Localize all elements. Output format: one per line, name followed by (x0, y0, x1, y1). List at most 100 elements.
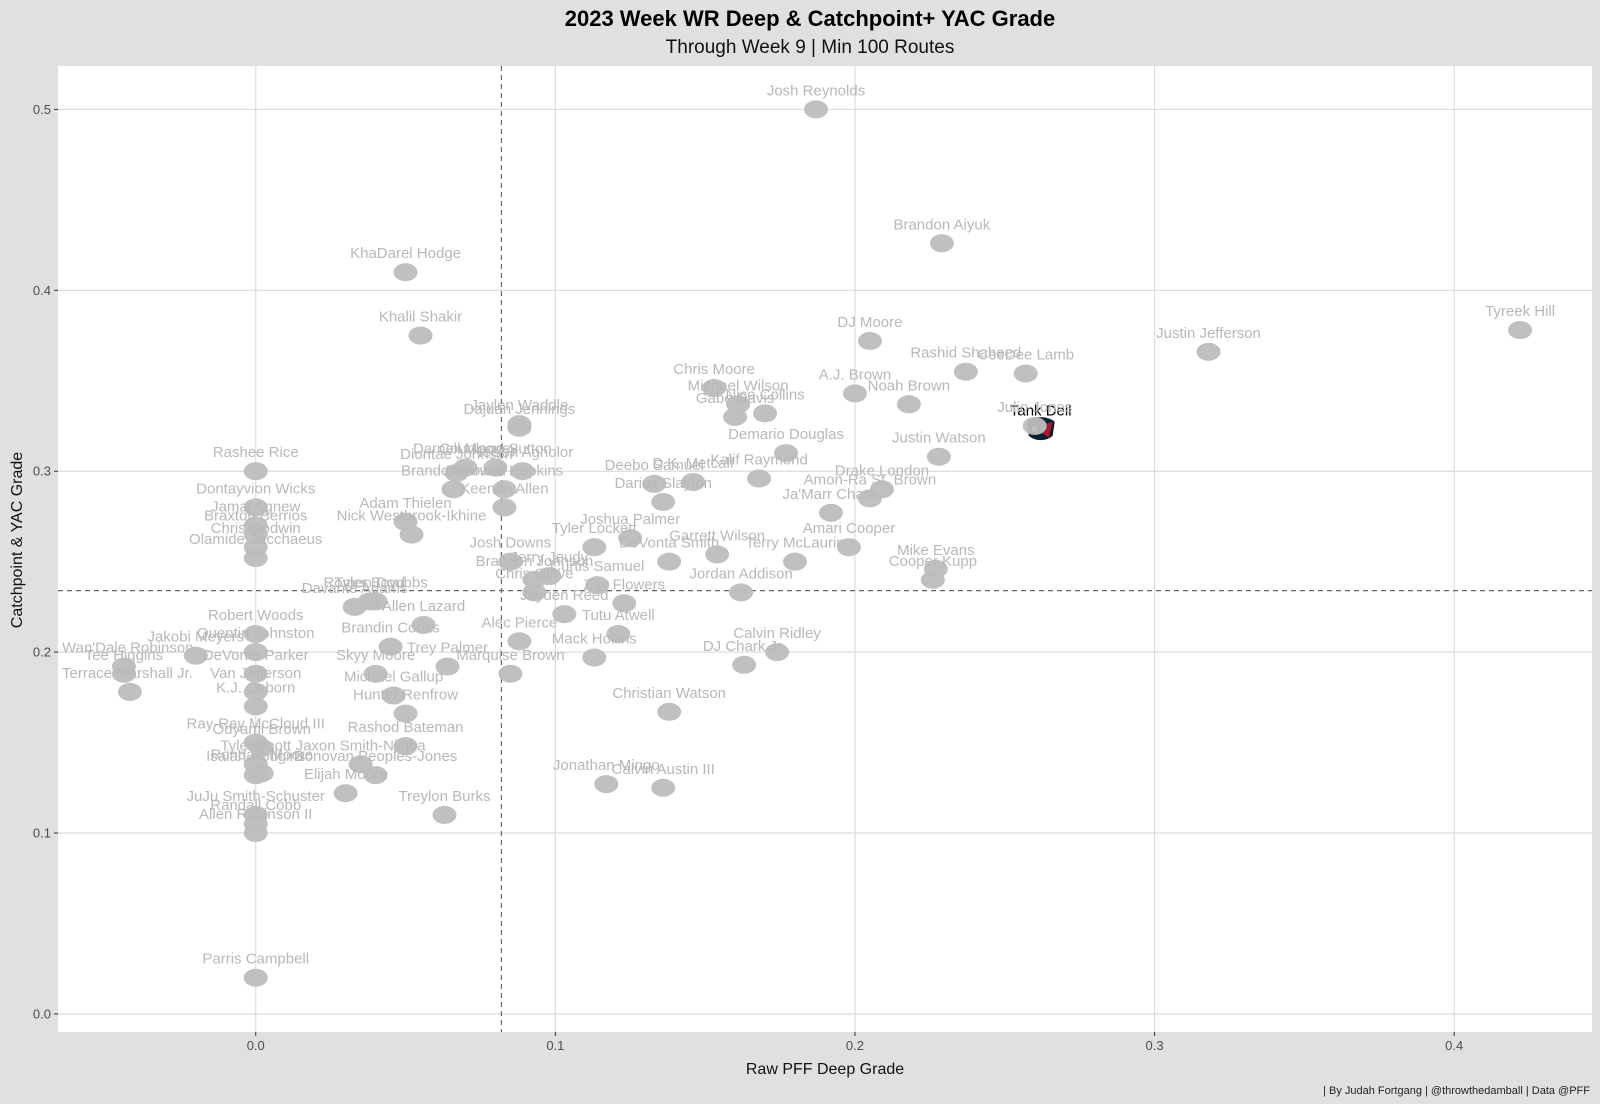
point-label: Christian Watson (612, 685, 726, 702)
point-label: Olamide Zacchaeus (189, 531, 322, 548)
point-label: Jonathan Mingo (553, 757, 660, 774)
point-marker (411, 615, 436, 634)
point-marker (702, 379, 727, 397)
point-label: Treylon Burks (399, 788, 491, 805)
point-label: Amon-Ra St. Brown (804, 471, 937, 488)
point-marker (249, 764, 274, 783)
point-marker (765, 643, 790, 662)
point-label: Amari Cooper (803, 520, 896, 537)
point-label: Quentin Johnston (197, 625, 315, 642)
point-label: Brandon Aiyuk (893, 216, 990, 233)
point-label: Calvin Ridley (733, 625, 821, 642)
point-label: Skyy Moore (336, 647, 415, 664)
point-marker (747, 469, 772, 488)
x-tick-label: 0.4 (1445, 1038, 1463, 1053)
point-marker (492, 498, 517, 517)
point-label: D.K. Metcalf (652, 455, 735, 472)
point-marker (348, 755, 373, 774)
point-label: Khalil Shakir (379, 309, 462, 326)
point-marker (393, 737, 418, 756)
point-marker (243, 664, 268, 683)
point-label: Gabe Davis (696, 390, 774, 407)
point-marker (953, 362, 978, 381)
point-label: Mack Hollins (552, 631, 637, 648)
point-marker (857, 331, 882, 350)
point-marker (507, 632, 532, 651)
point-marker (804, 100, 829, 119)
point-label: JuJu Smith-Schuster (187, 788, 325, 805)
point-label: Zay Flowers (583, 576, 665, 593)
point-label: Jamal Agnew (211, 498, 300, 515)
point-marker (522, 570, 547, 589)
point-marker (552, 605, 577, 624)
point-label: Tyler Boyd (334, 574, 405, 591)
point-marker (243, 968, 268, 987)
point-marker (1508, 321, 1533, 340)
point-marker (393, 263, 418, 282)
point-marker (705, 545, 730, 564)
point-label: Tutu Atwell (582, 607, 655, 624)
point-marker (723, 407, 748, 426)
point-marker (243, 697, 268, 716)
x-tick-label: 0.1 (546, 1038, 564, 1053)
point-label: Chris Olave (495, 565, 573, 582)
point-marker (243, 525, 268, 544)
point-marker (363, 592, 388, 611)
point-label: Calvin Austin III (612, 761, 715, 778)
point-marker (774, 444, 799, 463)
point-label: Wan'Dale Robinson (62, 640, 194, 657)
point-marker (732, 655, 757, 674)
point-marker (393, 704, 418, 723)
point-label: Chris Moore (673, 361, 755, 378)
point-label: Joshua Palmer (580, 511, 680, 528)
point-label: CeeDee Lamb (977, 347, 1074, 364)
point-marker (657, 702, 682, 721)
point-label: Drake London (835, 462, 929, 479)
point-label: Alec Pierce (481, 614, 557, 631)
point-label: KhaDarel Hodge (350, 245, 461, 262)
point-marker (399, 525, 424, 544)
point-label: Justin Jefferson (1156, 325, 1261, 342)
point-label: Trey Palmer (407, 640, 488, 657)
point-marker (842, 384, 867, 403)
point-marker (929, 234, 954, 253)
point-label: Nico Collins (725, 386, 804, 403)
point-label: Josh Downs (470, 535, 552, 552)
point-label: Romeo Doubbs (323, 574, 427, 591)
point-marker (243, 682, 268, 701)
point-label: Tyreek Hill (1485, 303, 1555, 320)
point-label: DJ Chark Jr. (703, 638, 786, 655)
point-label: Julio Jones (997, 399, 1072, 416)
point-label: Mike Evans (897, 542, 975, 559)
point-label: Jaxon Smith-Njigba (296, 737, 427, 754)
point-marker (243, 498, 268, 517)
point-label: Braxton Berrios (204, 508, 307, 525)
point-label: Curtis Samuel (550, 558, 644, 575)
data-points (111, 100, 1533, 987)
point-marker (582, 648, 607, 667)
point-label: Ja'Marr Chase (782, 486, 879, 503)
point-label: Rashid Shaheed (910, 345, 1021, 362)
point-label: Jerry Jeudy (511, 549, 589, 566)
point-label: DeAndre Hopkins (446, 462, 564, 479)
y-tick-label: 0.3 (33, 464, 51, 479)
point-marker (498, 552, 523, 571)
point-marker (408, 326, 433, 345)
point-marker (492, 480, 517, 499)
point-marker (651, 492, 676, 511)
point-label: DeVonta Smith (619, 535, 719, 552)
point-marker (249, 738, 274, 757)
point-marker (483, 458, 508, 477)
y-tick-label: 0.5 (33, 102, 51, 117)
reference-lines (58, 66, 1592, 1032)
point-marker (642, 474, 667, 493)
x-tick-label: 0.2 (846, 1038, 864, 1053)
chart-subtitle: Through Week 9 | Min 100 Routes (666, 37, 955, 58)
axis-ticks: 0.0 0.1 0.2 0.3 0.4 0.0 0.1 0.2 0.3 0.4 0.5 (33, 102, 1463, 1053)
point-label: Van Jefferson (210, 665, 301, 682)
x-axis-title: Raw PFF Deep Grade (746, 1061, 904, 1078)
point-label: Terry McLaurin (745, 535, 844, 552)
point-label: Hunter Renfrow (353, 687, 458, 704)
point-marker (243, 549, 268, 568)
